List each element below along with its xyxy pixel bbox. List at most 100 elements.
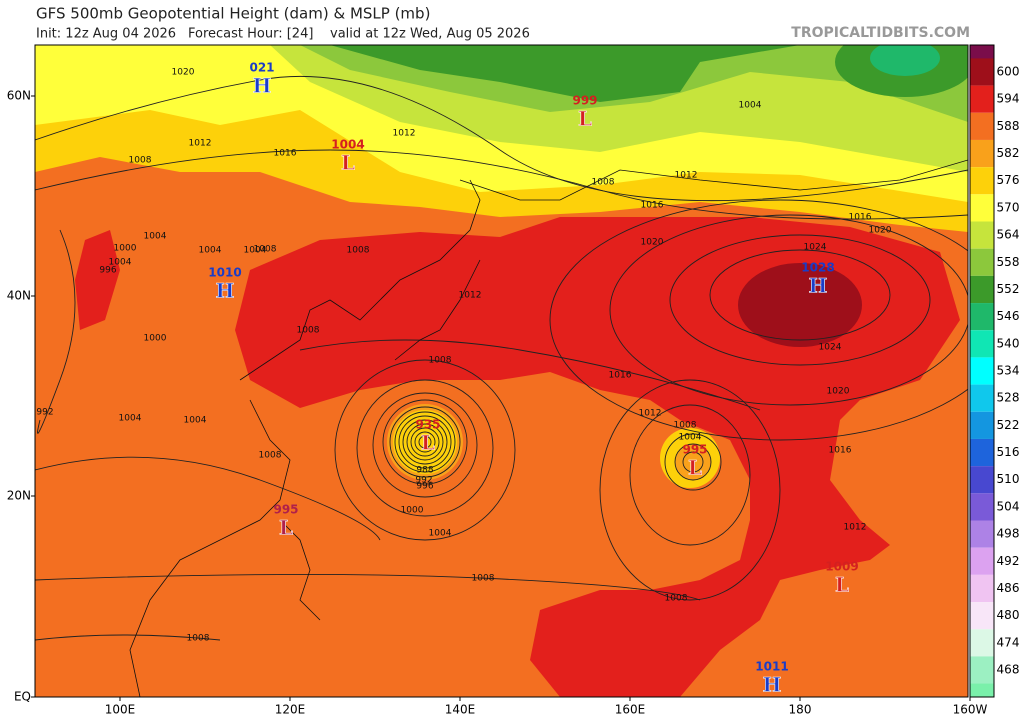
isobar-label: 1024 (804, 243, 827, 253)
colorbar-label: 570 (997, 200, 1020, 214)
lat-label: 20N (7, 489, 31, 503)
center-symbol: L (279, 516, 293, 540)
lat-label: 60N (7, 89, 31, 103)
colorbar-cell (970, 547, 994, 575)
isobar-label: 1012 (844, 523, 867, 533)
lat-label: 40N (7, 289, 31, 303)
isobar-label: 1004 (184, 416, 207, 426)
isobar-label: 1020 (641, 238, 664, 248)
colorbar-cell (970, 629, 994, 657)
colorbar-label: 588 (997, 119, 1020, 133)
isobar-label: 1008 (674, 421, 697, 431)
center-value: 1011 (755, 660, 788, 674)
isobar-label: 1016 (641, 201, 664, 211)
colorbar-label: 558 (997, 255, 1020, 269)
isobar-label: 1012 (459, 291, 482, 301)
colorbar-cell (970, 520, 994, 548)
isobar-label: 992 (36, 408, 53, 418)
center-value: 935 (415, 418, 440, 432)
colorbar-cell (970, 656, 994, 684)
isobar-label: 1008 (429, 356, 452, 366)
colorbar-label: 516 (997, 445, 1020, 459)
colorbar-cell (970, 167, 994, 195)
isobars (35, 75, 968, 641)
isobar-label: 1000 (401, 506, 424, 516)
colorbar-cell (970, 602, 994, 630)
height-552 (330, 45, 800, 102)
colorbar-cell (970, 58, 994, 86)
colorbar-cell (970, 411, 994, 439)
center-value: 1009 (825, 560, 858, 574)
init-time: Init: 12z Aug 04 2026 (36, 27, 176, 42)
isobar-label: 996 (99, 266, 116, 276)
isobar-label: 992 (415, 476, 432, 486)
height-576 (393, 410, 457, 474)
center-value: 1028 (801, 261, 834, 275)
colorbar-label: 522 (997, 418, 1020, 432)
colorbar-cell (970, 194, 994, 222)
colorbar-cell (970, 303, 994, 331)
height-582 (675, 444, 711, 480)
lon-label: 160W (953, 703, 988, 717)
colorbar-label: 510 (997, 472, 1020, 486)
colorbar-cell (970, 330, 994, 358)
isobar-label: 1008 (259, 451, 282, 461)
colorbar-cap (970, 683, 994, 697)
colorbar-cell (970, 466, 994, 494)
isobar-label: 1016 (609, 371, 632, 381)
colorbar-label: 576 (997, 173, 1020, 187)
center-symbol: H (763, 673, 782, 697)
center-value: 1004 (331, 138, 364, 152)
lon-label: 100E (105, 703, 136, 717)
isobar-label: 1004 (199, 246, 222, 256)
colorbar-cap (970, 45, 994, 59)
colorbar-label: 486 (997, 581, 1020, 595)
colorbar-cell (970, 139, 994, 168)
isobar-label: 988 (416, 466, 433, 476)
lat-label: EQ (14, 690, 31, 704)
valid-time: valid at 12z Wed, Aug 05 2026 (330, 27, 530, 42)
colorbar-cell (970, 574, 994, 603)
isobar-label: 1008 (254, 245, 277, 255)
isobar-label: 1008 (472, 574, 495, 584)
isobar-label: 1008 (347, 246, 370, 256)
isobar-label: 1016 (849, 213, 872, 223)
isobar-label: 1016 (829, 446, 852, 456)
center-symbol: L (341, 151, 355, 175)
center-symbol: L (578, 107, 592, 131)
colorbar-label: 546 (997, 309, 1020, 323)
isobar-label: 1004 (244, 246, 267, 256)
colorbar-label: 552 (997, 282, 1020, 296)
isobar-label: 1004 (144, 232, 167, 242)
lon-label: 160E (615, 703, 646, 717)
colorbar-cell (970, 112, 994, 140)
colorbar-label: 474 (997, 635, 1020, 649)
isobar-label: 1012 (189, 139, 212, 149)
isobar-label: 1008 (129, 156, 152, 166)
map-area (35, 45, 968, 697)
center-symbol: L (688, 456, 702, 480)
center-value: 1010 (208, 266, 241, 280)
colorbar-label: 528 (997, 391, 1020, 405)
site-credit: TROPICALTIDBITS.COM (791, 25, 970, 41)
isobar-label: 1024 (819, 343, 842, 353)
lon-label: 120E (275, 703, 306, 717)
height-600 (738, 263, 862, 347)
colorbar-label: 600 (997, 65, 1020, 79)
center-symbol: L (421, 431, 435, 455)
colorbar-cell (970, 275, 994, 304)
isobar-label: 1008 (665, 594, 688, 604)
center-symbol: H (253, 74, 272, 98)
isobar-label: 1012 (393, 129, 416, 139)
colorbar-label: 498 (997, 527, 1020, 541)
colorbar-label: 564 (997, 228, 1020, 242)
center-value: 995 (682, 443, 707, 457)
colorbar-cell (970, 384, 994, 412)
isobar-label: 1000 (144, 334, 167, 344)
isobar-label: 996 (416, 482, 433, 492)
height-546 (870, 45, 940, 76)
isobar-label: 1000 (114, 244, 137, 254)
